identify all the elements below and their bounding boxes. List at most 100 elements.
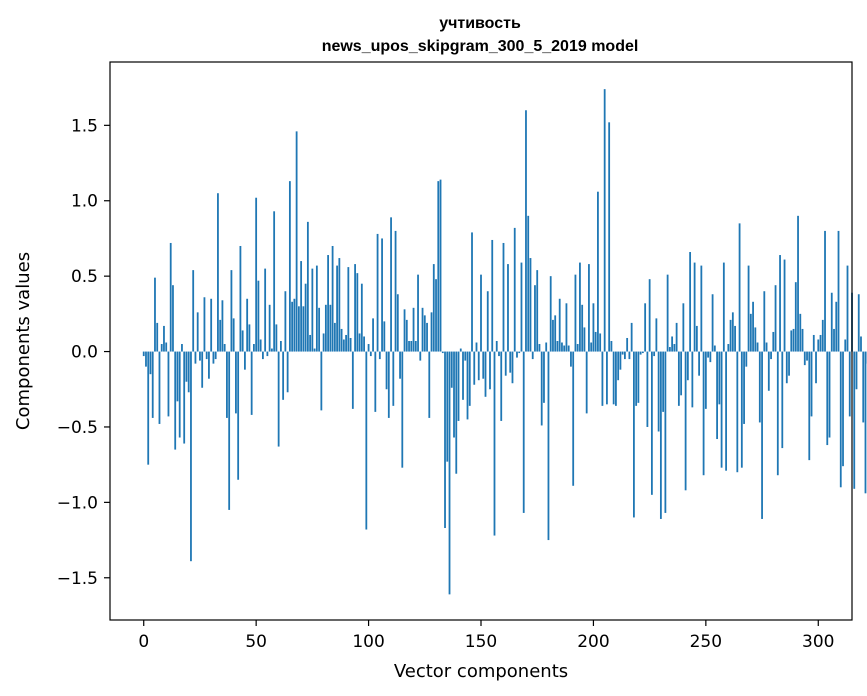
bar-component-294 <box>803 351 806 366</box>
bar-component-22 <box>192 270 195 352</box>
bar-component-274 <box>758 351 761 423</box>
bar-component-199 <box>590 342 593 352</box>
bar-component-8 <box>160 344 163 352</box>
bar-component-27 <box>203 297 206 352</box>
bar-component-118 <box>408 341 410 352</box>
x-axis-label: Vector components <box>394 661 568 682</box>
bar-component-62 <box>282 351 285 400</box>
bar-component-80 <box>322 333 325 352</box>
x-tick-label: 300 <box>802 632 834 652</box>
bar-component-169 <box>522 351 525 513</box>
bar-component-26 <box>201 351 204 388</box>
bar-component-54 <box>264 268 267 352</box>
bar-component-166 <box>516 351 518 358</box>
bar-component-48 <box>250 351 253 415</box>
bar-component-53 <box>262 351 264 360</box>
bar-component-268 <box>745 351 748 367</box>
bar-component-306 <box>830 292 833 352</box>
bar-component-15 <box>176 351 179 402</box>
bar-component-301 <box>819 334 822 352</box>
bar-component-40 <box>232 318 235 352</box>
bar-component-297 <box>810 351 813 417</box>
bar-component-256 <box>718 351 721 405</box>
bar-component-138 <box>453 351 455 438</box>
bar-component-135 <box>446 351 449 462</box>
bar-component-211 <box>617 351 620 381</box>
bar-component-314 <box>848 351 851 417</box>
bar-component-110 <box>390 217 392 352</box>
bar-component-282 <box>776 351 779 476</box>
bar-component-125 <box>423 315 426 352</box>
bar-component-287 <box>788 351 790 376</box>
bar-component-195 <box>581 304 584 352</box>
bar-component-94 <box>354 264 356 352</box>
bar-component-239 <box>680 351 683 396</box>
bar-component-202 <box>597 191 599 352</box>
bar-component-142 <box>462 351 464 400</box>
bar-component-43 <box>239 245 242 352</box>
bar-component-115 <box>401 351 404 468</box>
y-tick-label: −1.5 <box>57 569 98 589</box>
bar-component-64 <box>286 351 289 393</box>
bar-component-262 <box>731 312 734 352</box>
bar-component-288 <box>790 330 793 352</box>
bar-component-249 <box>702 351 705 476</box>
bar-component-55 <box>266 351 269 357</box>
bar-component-247 <box>698 351 700 376</box>
bar-component-222 <box>641 351 644 354</box>
bar-component-37 <box>226 351 228 418</box>
bar-component-0 <box>142 351 145 357</box>
bar-component-225 <box>648 279 651 352</box>
bar-component-255 <box>716 351 718 440</box>
bar-component-20 <box>187 351 190 393</box>
y-tick-label: 0.0 <box>71 343 98 363</box>
bar-component-150 <box>480 274 482 352</box>
bar-component-34 <box>219 319 222 352</box>
bar-component-213 <box>621 351 624 355</box>
bar-component-30 <box>210 298 213 352</box>
bar-component-120 <box>412 307 415 352</box>
bar-component-28 <box>205 351 208 360</box>
bar-component-175 <box>536 270 539 352</box>
y-tick-label: −1.0 <box>57 493 98 513</box>
bar-component-63 <box>284 291 287 352</box>
bar-component-16 <box>178 351 181 438</box>
x-axis-ticks: 0 50 100 150 200 250 300 <box>138 620 834 652</box>
bar-component-244 <box>691 351 694 408</box>
bar-component-66 <box>291 301 294 352</box>
bar-component-219 <box>635 351 638 406</box>
bar-component-176 <box>538 344 541 352</box>
bar-component-33 <box>217 193 219 352</box>
bar-component-210 <box>615 351 617 406</box>
bar-component-318 <box>857 294 860 352</box>
bar-component-270 <box>749 313 752 352</box>
bar-component-310 <box>839 351 842 488</box>
bar-component-170 <box>525 110 527 352</box>
bar-component-99 <box>365 351 368 530</box>
bar-component-72 <box>304 283 307 352</box>
bar-component-47 <box>248 324 251 352</box>
bar-component-35 <box>221 300 224 352</box>
bar-component-85 <box>333 322 336 352</box>
bar-component-92 <box>349 337 352 352</box>
bar-component-307 <box>833 328 835 352</box>
bar-component-161 <box>504 351 507 376</box>
bar-component-217 <box>630 322 633 352</box>
bar-component-207 <box>608 122 611 352</box>
bar-component-73 <box>306 221 309 352</box>
bar-component-208 <box>610 341 613 352</box>
y-tick-label: 0.5 <box>71 267 98 287</box>
bar-component-223 <box>644 303 647 352</box>
bar-component-309 <box>837 230 840 352</box>
bar-component-196 <box>583 327 586 352</box>
bar-component-250 <box>704 351 707 409</box>
bar-component-263 <box>734 325 736 352</box>
bar-component-2 <box>147 351 150 465</box>
bar-component-149 <box>477 351 480 381</box>
bar-component-231 <box>662 351 665 412</box>
y-tick-label: 1.0 <box>71 192 98 212</box>
bar-component-280 <box>772 331 775 352</box>
bar-component-224 <box>646 351 649 427</box>
bar-component-188 <box>565 303 568 352</box>
bar-component-275 <box>761 351 763 519</box>
